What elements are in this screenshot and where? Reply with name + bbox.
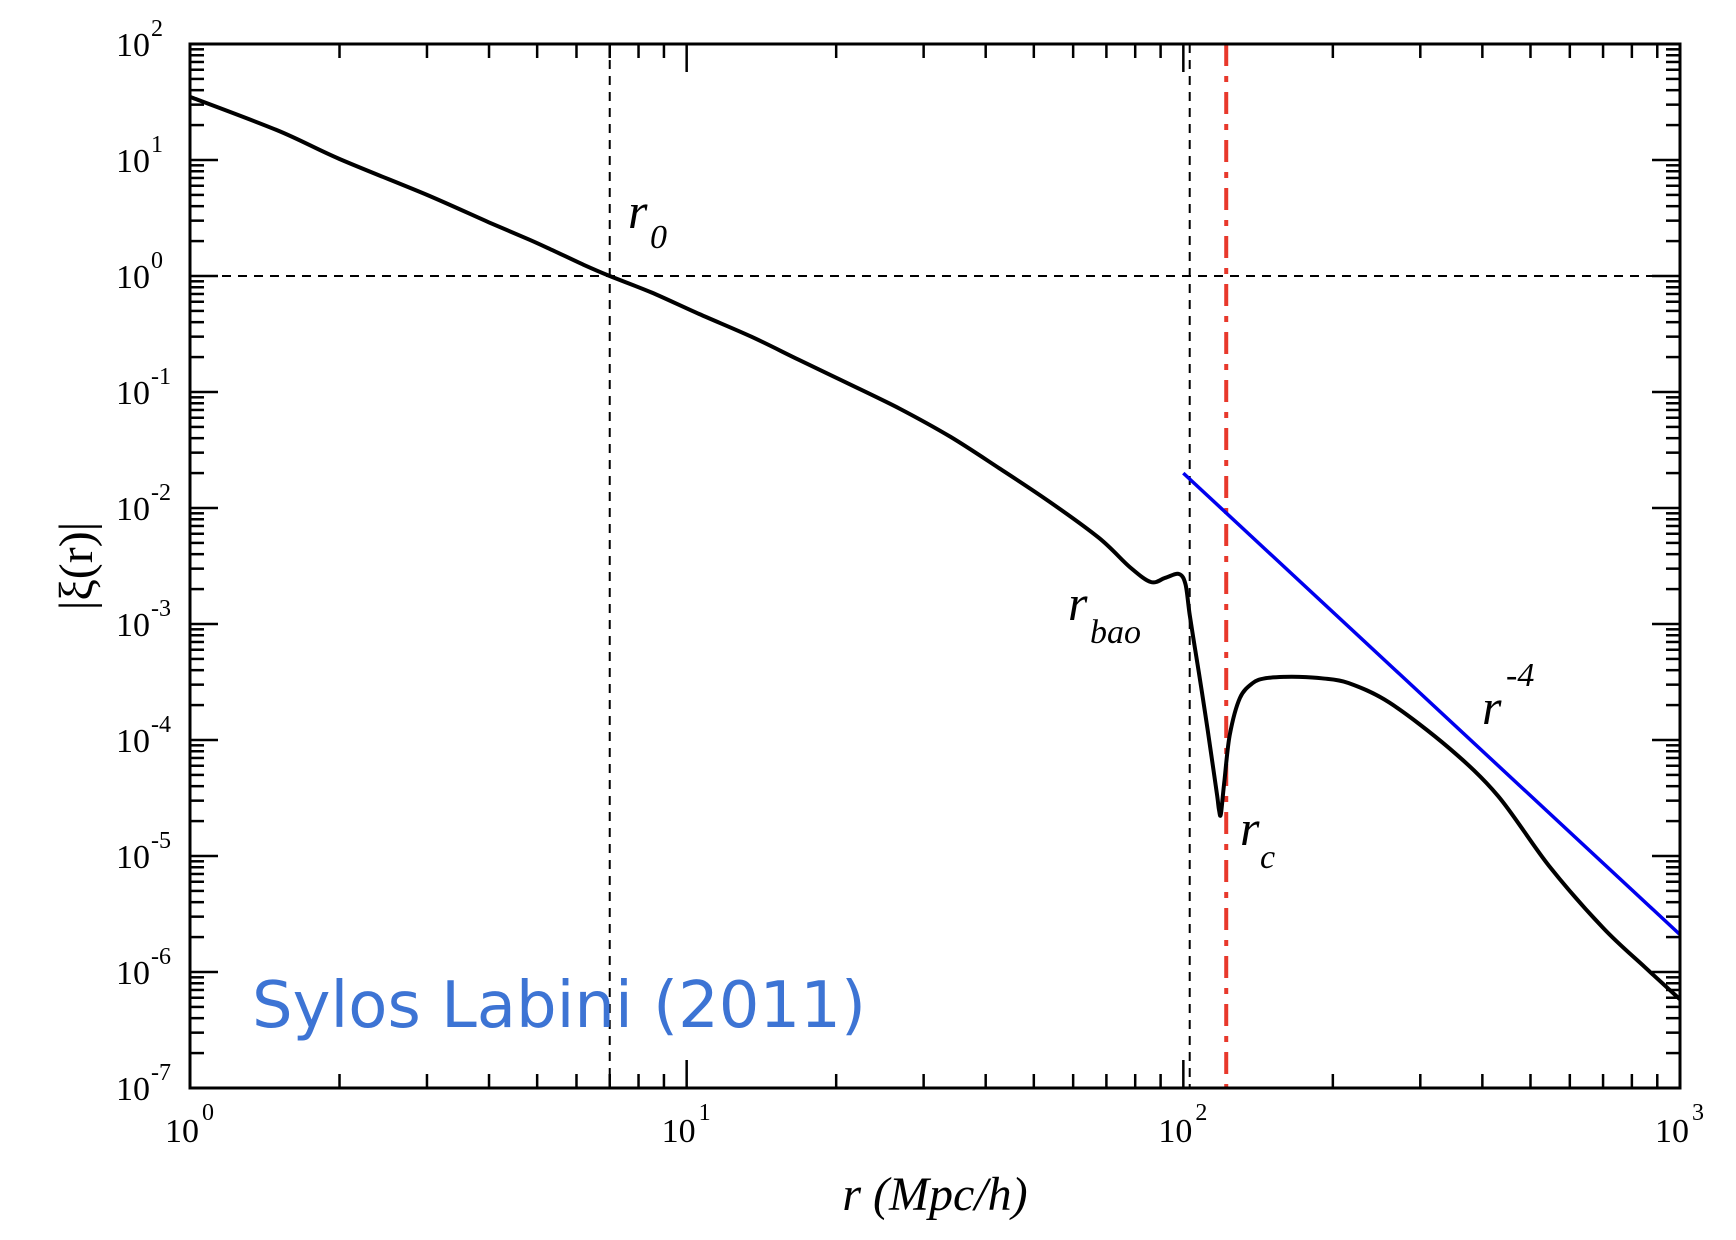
svg-text:-2: -2: [151, 480, 171, 506]
svg-text:10: 10: [116, 259, 150, 296]
x-tick-labels: 10 0 10 1 10 2 10 3: [165, 1100, 1704, 1150]
y-tick-label: 10 -2: [116, 480, 171, 528]
svg-text:10: 10: [116, 839, 150, 876]
y-tick-label: 10 -6: [116, 944, 171, 992]
svg-text:3: 3: [1692, 1100, 1704, 1126]
svg-text:10: 10: [116, 27, 150, 64]
svg-text:10: 10: [165, 1113, 199, 1150]
svg-text:10: 10: [116, 955, 150, 992]
annotation-r0: r 0: [628, 183, 667, 256]
y-tick-label: 10 -1: [116, 364, 171, 412]
plot-frame: [188, 42, 1682, 1090]
svg-text:-1: -1: [151, 364, 171, 390]
svg-text:-6: -6: [151, 944, 171, 970]
y-tick-label: 10 -3: [116, 596, 171, 644]
svg-text:-3: -3: [151, 596, 171, 622]
svg-text:bao: bao: [1090, 614, 1141, 651]
svg-text:2: 2: [1195, 1100, 1207, 1126]
y-axis-title: |ξ(r)|: [50, 522, 103, 611]
y-tick-label: 10 0: [116, 248, 163, 296]
svg-text:-7: -7: [151, 1060, 171, 1086]
svg-text:-4: -4: [1506, 657, 1534, 694]
series-layer: [189, 95, 1682, 1001]
svg-text:r: r: [1068, 575, 1088, 631]
svg-text:-4: -4: [151, 712, 171, 738]
y-tick-label: 10 -7: [116, 1060, 171, 1108]
svg-text:10: 10: [116, 143, 150, 180]
x-tick-label: 10 0: [165, 1100, 214, 1150]
ticks-layer: [188, 44, 1680, 1090]
x-tick-label: 10 3: [1655, 1100, 1704, 1150]
svg-text:10: 10: [116, 375, 150, 412]
x-tick-label: 10 1: [662, 1100, 711, 1150]
svg-text:0: 0: [151, 248, 163, 274]
svg-text:1: 1: [699, 1100, 711, 1126]
series-xi-line: [189, 95, 1682, 1001]
svg-text:10: 10: [116, 1071, 150, 1108]
svg-text:10: 10: [662, 1113, 696, 1150]
y-tick-label: 10 -5: [116, 828, 171, 876]
series-power-law-line: [1182, 471, 1682, 936]
svg-text:r: r: [628, 183, 648, 239]
reference-lines: [190, 44, 1680, 1088]
svg-text:-5: -5: [151, 828, 171, 854]
annotation-power-law: r -4: [1482, 657, 1534, 735]
credit-label: Sylos Labini (2011): [252, 969, 866, 1043]
svg-text:0: 0: [650, 219, 667, 256]
y-tick-label: 10 2: [116, 16, 163, 64]
annotation-rbao: r bao: [1068, 575, 1141, 651]
x-axis-title: r (Mpc/h): [842, 1168, 1027, 1221]
y-tick-label: 10 1: [116, 132, 163, 180]
svg-text:r: r: [1482, 679, 1502, 735]
svg-text:2: 2: [151, 16, 163, 42]
svg-text:10: 10: [116, 491, 150, 528]
x-tick-label: 10 2: [1158, 1100, 1207, 1150]
y-tick-label: 10 -4: [116, 712, 171, 760]
svg-text:10: 10: [1158, 1113, 1192, 1150]
svg-text:10: 10: [116, 607, 150, 644]
svg-text:r: r: [1240, 800, 1260, 856]
svg-text:1: 1: [151, 132, 163, 158]
svg-text:10: 10: [116, 723, 150, 760]
annotation-rc: r c: [1240, 800, 1275, 876]
svg-text:10: 10: [1655, 1113, 1689, 1150]
svg-text:c: c: [1260, 839, 1275, 876]
svg-text:0: 0: [202, 1100, 214, 1126]
